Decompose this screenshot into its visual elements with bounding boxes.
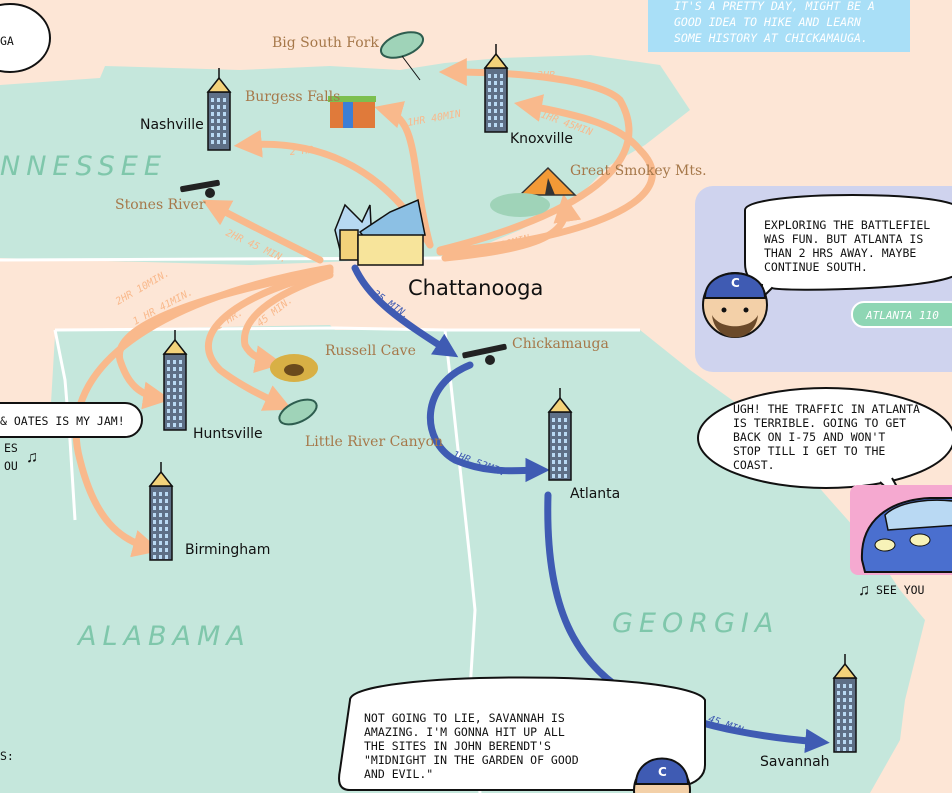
chattanooga-aquarium-icon	[334, 198, 426, 266]
svg-text:"MIDNIGHT IN THE GARDEN OF GOO: "MIDNIGHT IN THE GARDEN OF GOOD	[364, 753, 579, 767]
svg-text:CONTINUE SOUTH.: CONTINUE SOUTH.	[764, 260, 868, 274]
route-burgess	[374, 101, 434, 249]
chickamauga-cannon-icon	[462, 343, 507, 365]
svg-text:UGH! THE TRAFFIC IN ATLANTA: UGH! THE TRAFFIC IN ATLANTA	[733, 402, 920, 416]
city-knoxville: Knoxville	[510, 131, 573, 147]
svg-text:EXPLORING THE BATTLEFIEL: EXPLORING THE BATTLEFIEL	[764, 218, 930, 232]
poi-big-south-fork: Big South Fork	[272, 35, 379, 51]
canoe-icon	[379, 31, 425, 81]
svg-text:GA: GA	[0, 34, 14, 48]
georgia-label: GEORGIA	[612, 608, 779, 639]
alabama-state	[0, 325, 480, 793]
svg-text:IT'S A PRETTY DAY, MIGHT BE A: IT'S A PRETTY DAY, MIGHT BE A	[674, 0, 875, 13]
footer-fragment: S:	[0, 749, 14, 763]
svg-text:STOP TILL I GET TO THE: STOP TILL I GET TO THE	[733, 444, 885, 458]
svg-text:THE SITES IN JOHN BERENDT'S: THE SITES IN JOHN BERENDT'S	[364, 739, 551, 753]
little-river-canoe-icon	[278, 398, 318, 426]
car-panel	[850, 485, 952, 575]
svg-text:SOME HISTORY AT CHICKAMAUGA.: SOME HISTORY AT CHICKAMAUGA.	[674, 31, 868, 45]
poi-great-smokey: Great Smokey Mts.	[570, 163, 707, 179]
svg-text:ATLANTA 110: ATLANTA 110	[865, 309, 939, 322]
route-smokey	[441, 193, 582, 262]
route-chickamauga	[351, 264, 459, 358]
svg-text:THAN 2 HRS AWAY. MAYBE: THAN 2 HRS AWAY. MAYBE	[764, 246, 916, 260]
speech-bubble-traffic: UGH! THE TRAFFIC IN ATLANTA IS TERRIBLE.…	[697, 387, 952, 511]
waterfall-icon	[328, 96, 376, 128]
city-birmingham: Birmingham	[185, 542, 270, 558]
driver-avatar: C	[702, 272, 768, 338]
music-note-icon: ♫	[858, 582, 870, 599]
poi-little-river: Little River Canyon	[305, 434, 443, 450]
music-note-icon-left: ♫	[26, 449, 38, 466]
russell-cave-icon	[270, 354, 318, 382]
svg-text:AMAZING. I'M GONNA HIT UP ALL: AMAZING. I'M GONNA HIT UP ALL	[364, 725, 565, 739]
cannon-icon	[180, 179, 220, 198]
route-big-south-fork	[436, 58, 633, 254]
svg-text:IS TERRIBLE. GOING TO GET: IS TERRIBLE. GOING TO GET	[733, 416, 906, 430]
skyscraper-icon-birmingham	[148, 462, 174, 561]
speech-bubble-savannah: NOT GOING TO LIE, SAVANNAH IS AMAZING. I…	[338, 676, 706, 793]
skyscraper-icon-nashville	[206, 68, 232, 151]
svg-text:NOT GOING TO LIE, SAVANNAH IS: NOT GOING TO LIE, SAVANNAH IS	[364, 711, 565, 725]
route-little-river	[204, 268, 334, 411]
driver-avatar-bottom: C	[633, 757, 691, 793]
svg-text:GOOD IDEA TO HIKE AND LEARN: GOOD IDEA TO HIKE AND LEARN	[674, 15, 861, 29]
poi-russell-cave: Russell Cave	[325, 343, 416, 359]
speech-bubble-oates: & OATES IS MY JAM!	[0, 402, 143, 438]
city-atlanta: Atlanta	[570, 486, 620, 502]
cap-logo: C	[731, 276, 740, 290]
skyscraper-icon-huntsville	[162, 330, 188, 431]
skyscraper-icon-atlanta	[547, 388, 573, 481]
city-savannah: Savannah	[760, 754, 830, 770]
poi-chickamauga: Chickamauga	[512, 336, 609, 352]
route-stones-river	[202, 199, 324, 264]
lyric-line-1: ES	[4, 441, 18, 455]
caption-box: IT'S A PRETTY DAY, MIGHT BE A GOOD IDEA …	[648, 0, 910, 52]
poi-burgess-falls: Burgess Falls	[245, 89, 340, 105]
svg-text:2 HR: 2 HR	[289, 145, 314, 158]
svg-text:3HR: 3HR	[536, 70, 555, 81]
route-atlanta	[426, 361, 550, 483]
route-russell	[240, 271, 334, 374]
skyscraper-icon-knoxville	[483, 44, 509, 133]
orange-routes	[72, 58, 656, 558]
route-huntsville	[116, 266, 334, 410]
alabama-label: ALABAMA	[76, 621, 251, 652]
city-huntsville: Huntsville	[193, 426, 263, 442]
skyscraper-icon-savannah	[832, 654, 858, 753]
city-towers	[148, 44, 858, 753]
svg-text:& OATES IS MY JAM!: & OATES IS MY JAM!	[0, 414, 125, 428]
svg-text:COAST.: COAST.	[733, 458, 775, 472]
svg-text:AND EVIL.": AND EVIL."	[364, 767, 433, 781]
svg-text:25 MIN.: 25 MIN.	[370, 288, 411, 321]
poi-stones-river: Stones River	[115, 197, 206, 213]
see-you-text: SEE YOU	[876, 583, 925, 597]
tennessee-label: NNESSEE	[0, 151, 167, 182]
city-nashville: Nashville	[140, 117, 204, 133]
svg-text:BACK ON I-75 AND WON'T: BACK ON I-75 AND WON'T	[733, 430, 885, 444]
svg-text:WAS FUN. BUT ATLANTA IS: WAS FUN. BUT ATLANTA IS	[764, 232, 923, 246]
lyric-line-2: OU	[4, 459, 18, 473]
speech-bubble-top-left: GA	[0, 3, 51, 73]
svg-text:C: C	[658, 765, 667, 779]
tent-icon	[490, 166, 577, 217]
city-chattanooga: Chattanooga	[408, 276, 543, 300]
